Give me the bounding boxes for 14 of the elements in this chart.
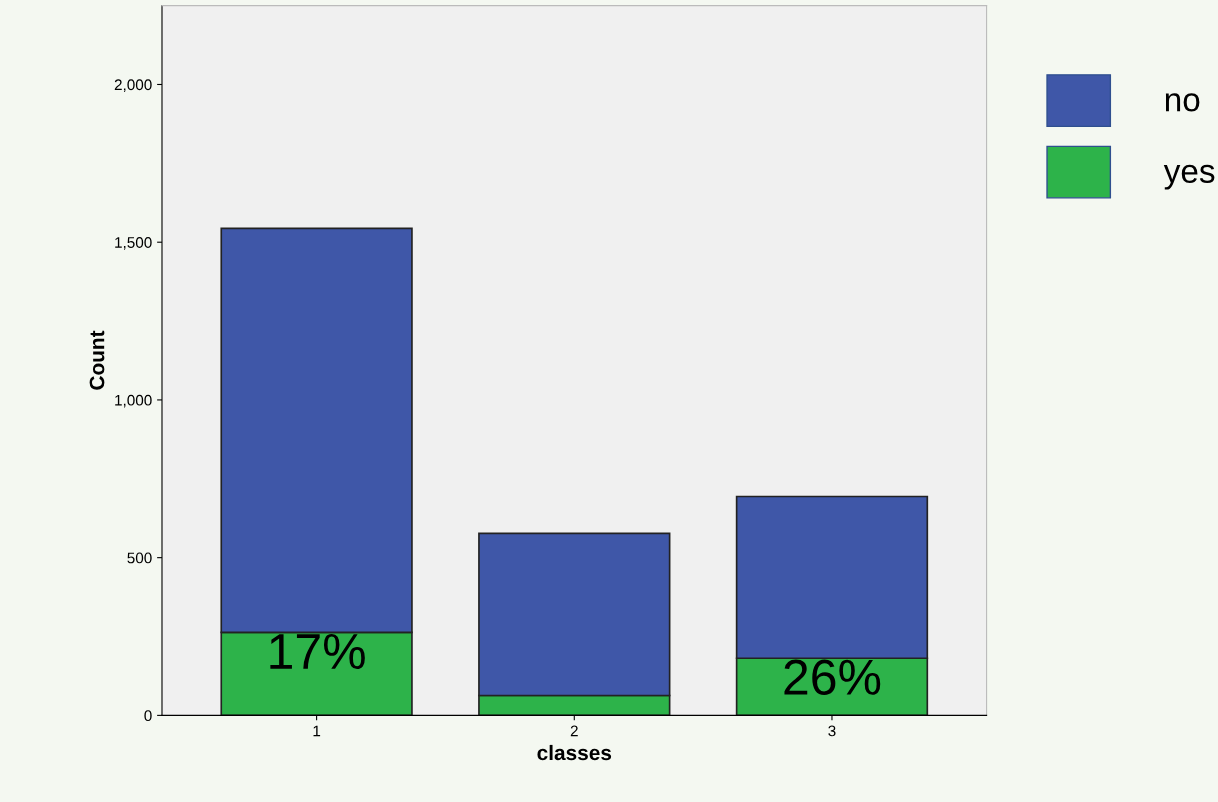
x-axis-title: classes: [537, 744, 612, 761]
x-tick-label: 3: [828, 725, 836, 737]
y-tick-label: 2,000: [114, 79, 152, 92]
legend-label: no: [1165, 93, 1200, 112]
y-tick-label: 0: [144, 710, 152, 722]
annotation: 26%: [784, 659, 881, 696]
annotation: 17%: [270, 633, 365, 669]
y-axis-title: Count: [89, 330, 105, 390]
y-tick-label: 500: [127, 552, 152, 564]
y-tick-label: 1,500: [115, 237, 152, 250]
y-tick-label: 1,000: [115, 394, 152, 408]
x-tick-label: 2: [570, 725, 578, 737]
x-tick-label: 1: [313, 725, 321, 737]
legend-label: yes: [1163, 164, 1215, 190]
